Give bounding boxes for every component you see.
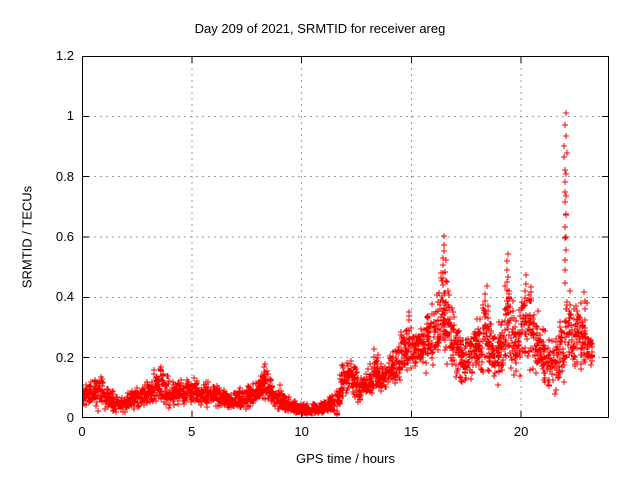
x-tick-label: 20 <box>513 424 529 439</box>
y-tick-label: 1.2 <box>55 48 74 63</box>
y-tick-label: 1 <box>66 108 74 124</box>
y-tick-label: 0.8 <box>55 168 74 184</box>
x-tick-label: 0 <box>78 424 86 439</box>
chart-canvas <box>82 56 609 418</box>
axis-ticks <box>82 56 609 418</box>
y-tick-label: 0.4 <box>55 289 74 305</box>
x-tick-label: 10 <box>294 424 309 439</box>
x-tick-label: 5 <box>188 424 196 439</box>
plot-border <box>82 56 609 418</box>
chart-title: Day 209 of 2021, SRMTID for receiver are… <box>194 21 446 36</box>
x-tick-label: 15 <box>404 424 419 439</box>
y-tick-label: 0.2 <box>55 349 74 365</box>
y-tick-label: 0.6 <box>55 229 74 244</box>
plot-area <box>82 56 609 418</box>
y-tick-label: 0 <box>66 410 74 425</box>
x-axis-label: GPS time / hours <box>296 451 395 466</box>
scatter-points <box>82 110 595 418</box>
grid-lines <box>82 56 609 418</box>
